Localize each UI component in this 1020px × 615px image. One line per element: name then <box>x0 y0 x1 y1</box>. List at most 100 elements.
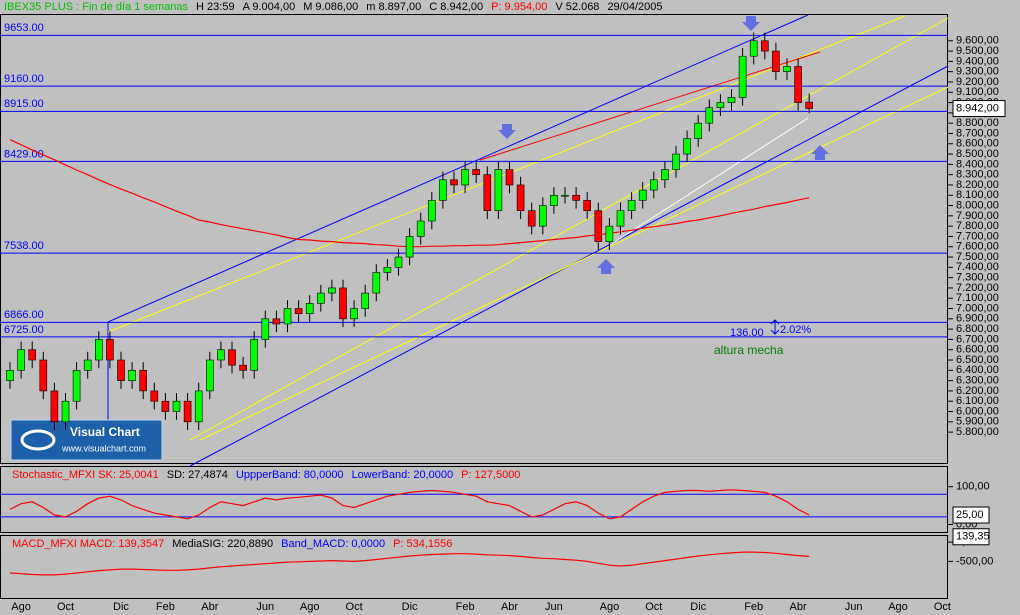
header-bar <box>0 0 948 14</box>
candle-body <box>316 292 325 304</box>
candle-body <box>72 370 81 402</box>
level-label: 7538.00 <box>4 240 44 252</box>
legend-text: UppperBand: 80,0000 <box>236 469 344 481</box>
candle-body <box>738 55 747 98</box>
candle-body <box>272 318 281 325</box>
candle-body <box>305 303 314 314</box>
level-label: 6725.00 <box>4 324 44 336</box>
arrow-down <box>498 124 516 139</box>
legend-text: Stochastic_MFXI SK: 25,0041 <box>12 469 159 481</box>
x-tick-label: Dic <box>113 601 129 613</box>
candle-body <box>106 339 114 361</box>
candle-body <box>361 292 370 309</box>
x-tick-label: Oct <box>346 601 363 613</box>
x-tick-label: Jun <box>256 601 274 613</box>
y-tick-label: 9.400,00 <box>956 55 999 67</box>
legend-text: P: 127,5000 <box>461 469 520 481</box>
y-tick-label: 7.600,00 <box>956 241 999 253</box>
logo-box <box>10 419 163 461</box>
y-tick-label: 7.500,00 <box>956 251 999 263</box>
y-tick-label: 8.000,00 <box>956 199 999 211</box>
candle-body <box>61 400 70 423</box>
legend-text: IBEX35 PLUS : Fin de día 1 semanas <box>4 1 189 13</box>
candle-body <box>394 256 403 268</box>
red-trend <box>479 51 821 161</box>
candle-body <box>161 400 170 412</box>
level-label: 9653.00 <box>4 22 44 34</box>
candle-body <box>527 210 536 227</box>
legend-text: MediaSIG: 220,8890 <box>172 538 273 550</box>
y-tick-label: 9.200,00 <box>956 76 999 88</box>
y-tick-label: 5.900,00 <box>956 416 999 428</box>
candle-body <box>538 205 547 227</box>
y-tick-label: 6.700,00 <box>956 333 999 345</box>
arrow-up <box>811 145 829 160</box>
y-tick-label: 7.100,00 <box>956 292 999 304</box>
candle-body <box>239 364 247 371</box>
y-tick-label: 9.500,00 <box>956 45 999 57</box>
candle-body <box>416 220 425 237</box>
candle-body <box>206 359 214 392</box>
candle-body <box>483 174 492 211</box>
level-label: 9160.00 <box>4 73 44 85</box>
candle-body <box>672 153 680 170</box>
x-tick-label: Ago <box>11 601 31 613</box>
y-tick-label: 6.200,00 <box>956 385 999 397</box>
legend-text: M 9.086,00 <box>303 1 358 13</box>
current-value-box <box>952 100 1006 118</box>
candle-body <box>172 400 181 412</box>
logo-icon <box>20 429 56 451</box>
level-label: 8429.00 <box>4 148 44 160</box>
candle-body <box>383 267 392 273</box>
candle-body <box>350 308 358 320</box>
candle-body <box>95 339 103 361</box>
y-tick-label: 8.400,00 <box>956 158 999 170</box>
legend-text: P: 9.954,00 <box>491 1 547 13</box>
candle-body <box>6 370 14 381</box>
x-tick-label: Dic <box>690 601 706 613</box>
annotation: altura mecha <box>714 343 784 357</box>
candle-body <box>472 169 481 175</box>
indicator-line <box>9 489 810 520</box>
x-tick-label: Dic <box>402 601 418 613</box>
x-tick-label: Oct <box>57 601 74 613</box>
arrow-up <box>597 259 615 274</box>
x-tick-label: Abr <box>201 601 218 613</box>
y-tick-label: 8.600,00 <box>956 138 999 150</box>
legend-text: LowerBand: 20,0000 <box>352 469 454 481</box>
legend-text: 29/04/2005 <box>607 1 662 13</box>
candle-body <box>505 169 514 186</box>
legend-text: V 52.068 <box>555 1 599 13</box>
current-value-box <box>952 528 990 546</box>
candle-body <box>294 308 303 314</box>
x-tick-label: Ago <box>300 601 320 613</box>
candle-body <box>150 390 159 402</box>
indicator-line <box>9 551 810 576</box>
annotation: 136.00 <box>730 327 764 339</box>
candle-body <box>117 359 125 381</box>
candle-body <box>83 359 92 371</box>
candle-body <box>727 97 736 103</box>
candle-body <box>749 40 758 57</box>
panel-frames <box>0 14 948 599</box>
candle-body <box>50 390 59 423</box>
candle-body <box>183 400 192 423</box>
candle-body <box>694 122 703 139</box>
y-tick-label: 100,00 <box>956 481 990 493</box>
candle-body <box>17 349 25 371</box>
y-tick-label: 5.800,00 <box>956 426 999 438</box>
candle-body <box>616 210 625 227</box>
x-tick-label: Feb <box>744 601 763 613</box>
x-tick-label: Oct <box>934 601 951 613</box>
y-tick-label: 8.200,00 <box>956 179 999 191</box>
candle-body <box>450 179 458 186</box>
y-tick-label: 7.300,00 <box>956 272 999 284</box>
candle-body <box>494 169 503 211</box>
y-tick-label: 9.600,00 <box>956 35 999 47</box>
candle-body <box>783 66 791 72</box>
candle-body <box>550 194 558 206</box>
y-tick-label: 8.500,00 <box>956 148 999 160</box>
candle-body <box>661 169 669 181</box>
logo-url: www.visualchart.com <box>61 443 146 453</box>
